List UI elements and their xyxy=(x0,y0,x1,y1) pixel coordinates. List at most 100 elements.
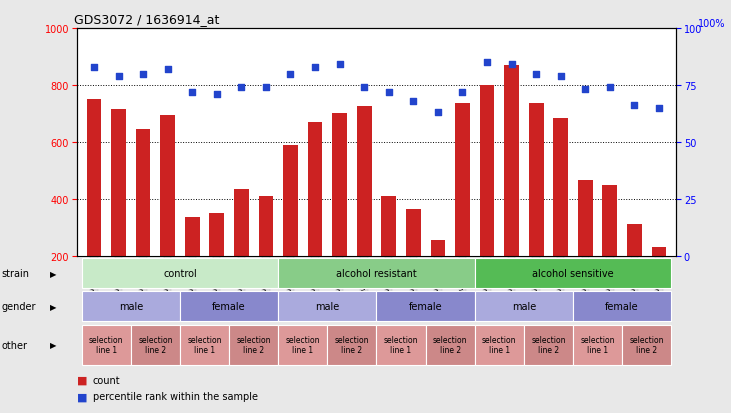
Point xyxy=(309,64,321,71)
Bar xyxy=(573,325,622,365)
Bar xyxy=(279,259,474,288)
Text: strain: strain xyxy=(1,268,29,279)
Text: selection
line 2: selection line 2 xyxy=(531,335,566,354)
Point xyxy=(653,105,664,112)
Text: gender: gender xyxy=(1,301,36,312)
Text: female: female xyxy=(605,301,639,312)
Text: selection
line 1: selection line 1 xyxy=(89,335,124,354)
Point xyxy=(506,62,518,69)
Bar xyxy=(259,197,273,256)
Bar xyxy=(333,114,347,256)
Text: ▶: ▶ xyxy=(50,340,56,349)
Bar xyxy=(283,145,298,256)
Point xyxy=(284,71,296,78)
Bar xyxy=(622,325,671,365)
Point xyxy=(407,98,419,105)
Bar xyxy=(524,325,573,365)
Text: selection
line 1: selection line 1 xyxy=(482,335,517,354)
Bar xyxy=(455,104,470,256)
Text: alcohol resistant: alcohol resistant xyxy=(336,268,417,279)
Bar xyxy=(406,209,420,256)
Text: other: other xyxy=(1,340,28,350)
Text: male: male xyxy=(315,301,339,312)
Bar xyxy=(111,110,126,256)
Bar xyxy=(82,259,279,288)
Bar xyxy=(279,292,376,321)
Bar xyxy=(382,197,396,256)
Text: selection
line 1: selection line 1 xyxy=(286,335,320,354)
Bar xyxy=(529,104,544,256)
Text: selection
line 2: selection line 2 xyxy=(236,335,271,354)
Point xyxy=(137,71,149,78)
Point xyxy=(162,66,173,73)
Text: selection
line 2: selection line 2 xyxy=(335,335,369,354)
Point xyxy=(432,109,444,116)
Bar xyxy=(627,225,642,256)
Point xyxy=(88,64,100,71)
Text: selection
line 2: selection line 2 xyxy=(138,335,173,354)
Bar xyxy=(474,325,524,365)
Bar xyxy=(376,325,425,365)
Text: ▶: ▶ xyxy=(50,302,56,311)
Point xyxy=(186,89,198,96)
Bar xyxy=(131,325,180,365)
Text: male: male xyxy=(118,301,143,312)
Point xyxy=(113,73,124,80)
Text: selection
line 2: selection line 2 xyxy=(629,335,664,354)
Point xyxy=(457,89,469,96)
Text: ▶: ▶ xyxy=(50,269,56,278)
Bar xyxy=(578,181,593,256)
Bar xyxy=(431,240,445,256)
Text: selection
line 2: selection line 2 xyxy=(433,335,467,354)
Point xyxy=(211,91,223,98)
Text: female: female xyxy=(212,301,246,312)
Point xyxy=(260,85,272,91)
Bar xyxy=(425,325,474,365)
Text: alcohol sensitive: alcohol sensitive xyxy=(532,268,614,279)
Point xyxy=(580,87,591,93)
Bar xyxy=(180,325,229,365)
Text: selection
line 1: selection line 1 xyxy=(384,335,418,354)
Text: ■: ■ xyxy=(77,392,87,401)
Bar xyxy=(279,325,327,365)
Bar xyxy=(357,107,371,256)
Point xyxy=(530,71,542,78)
Bar xyxy=(480,85,494,256)
Text: GDS3072 / 1636914_at: GDS3072 / 1636914_at xyxy=(74,13,219,26)
Bar xyxy=(602,185,617,256)
Text: control: control xyxy=(163,268,197,279)
Bar xyxy=(82,292,180,321)
Bar xyxy=(160,116,175,256)
Point xyxy=(383,89,395,96)
Bar xyxy=(86,100,102,256)
Text: selection
line 1: selection line 1 xyxy=(187,335,221,354)
Point xyxy=(604,85,616,91)
Point xyxy=(334,62,346,69)
Bar xyxy=(474,292,573,321)
Bar xyxy=(234,189,249,256)
Bar xyxy=(651,247,667,256)
Y-axis label: 100%: 100% xyxy=(698,19,726,29)
Point xyxy=(481,59,493,66)
Point xyxy=(358,85,370,91)
Bar xyxy=(180,292,279,321)
Text: ■: ■ xyxy=(77,375,87,385)
Bar xyxy=(82,325,131,365)
Bar xyxy=(185,218,200,256)
Bar xyxy=(553,119,568,256)
Bar xyxy=(136,130,151,256)
Point xyxy=(235,85,247,91)
Text: selection
line 1: selection line 1 xyxy=(580,335,615,354)
Text: count: count xyxy=(93,375,121,385)
Bar xyxy=(308,123,322,256)
Text: female: female xyxy=(409,301,442,312)
Bar xyxy=(229,325,279,365)
Bar xyxy=(209,214,224,256)
Text: percentile rank within the sample: percentile rank within the sample xyxy=(93,392,258,401)
Bar xyxy=(504,66,519,256)
Bar xyxy=(327,325,376,365)
Text: male: male xyxy=(512,301,536,312)
Bar xyxy=(376,292,474,321)
Point xyxy=(555,73,567,80)
Bar xyxy=(573,292,671,321)
